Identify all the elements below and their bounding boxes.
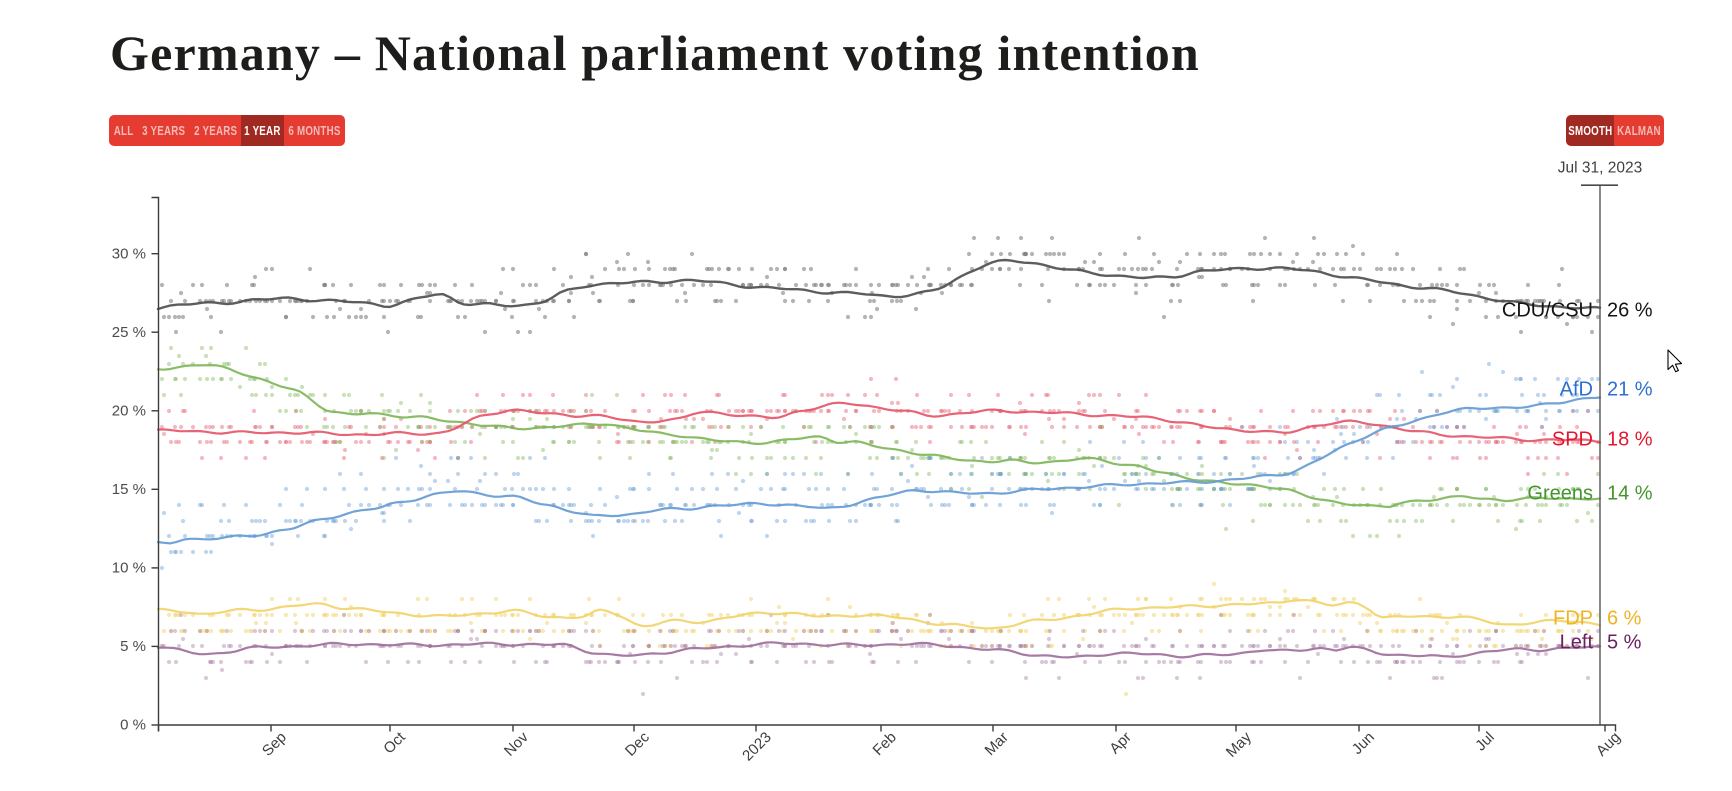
svg-text:15 %: 15 % — [112, 481, 146, 498]
svg-text:CDU/CSU: CDU/CSU — [1502, 300, 1593, 322]
svg-text:FDP: FDP — [1553, 608, 1593, 630]
svg-text:Feb: Feb — [870, 729, 900, 759]
svg-text:10 %: 10 % — [112, 560, 146, 577]
svg-text:6 %: 6 % — [1607, 608, 1642, 630]
svg-text:0 %: 0 % — [120, 717, 146, 734]
svg-text:Mar: Mar — [982, 729, 1012, 759]
svg-text:20 %: 20 % — [112, 403, 146, 420]
svg-text:May: May — [1223, 728, 1255, 760]
svg-text:Aug: Aug — [1593, 729, 1624, 760]
svg-text:Apr: Apr — [1106, 729, 1135, 758]
svg-text:Oct: Oct — [380, 728, 409, 757]
svg-text:14 %: 14 % — [1607, 483, 1653, 505]
svg-text:Jun: Jun — [1349, 729, 1378, 758]
svg-text:SPD: SPD — [1552, 429, 1593, 451]
svg-text:Nov: Nov — [501, 728, 532, 759]
svg-text:Left: Left — [1560, 632, 1594, 654]
svg-text:30 %: 30 % — [112, 245, 146, 262]
svg-text:21 %: 21 % — [1607, 379, 1653, 401]
svg-text:25 %: 25 % — [112, 324, 146, 341]
svg-text:AfD: AfD — [1560, 379, 1593, 401]
svg-text:2023: 2023 — [739, 729, 775, 765]
svg-text:5 %: 5 % — [120, 638, 146, 655]
svg-text:5 %: 5 % — [1607, 632, 1642, 654]
svg-text:26 %: 26 % — [1607, 300, 1653, 322]
svg-text:Greens: Greens — [1527, 483, 1593, 505]
svg-text:Jul 31, 2023: Jul 31, 2023 — [1558, 160, 1642, 177]
svg-text:Sep: Sep — [259, 729, 290, 760]
svg-text:Dec: Dec — [622, 728, 653, 759]
svg-text:Jul: Jul — [1472, 729, 1498, 755]
svg-text:18 %: 18 % — [1607, 429, 1653, 451]
